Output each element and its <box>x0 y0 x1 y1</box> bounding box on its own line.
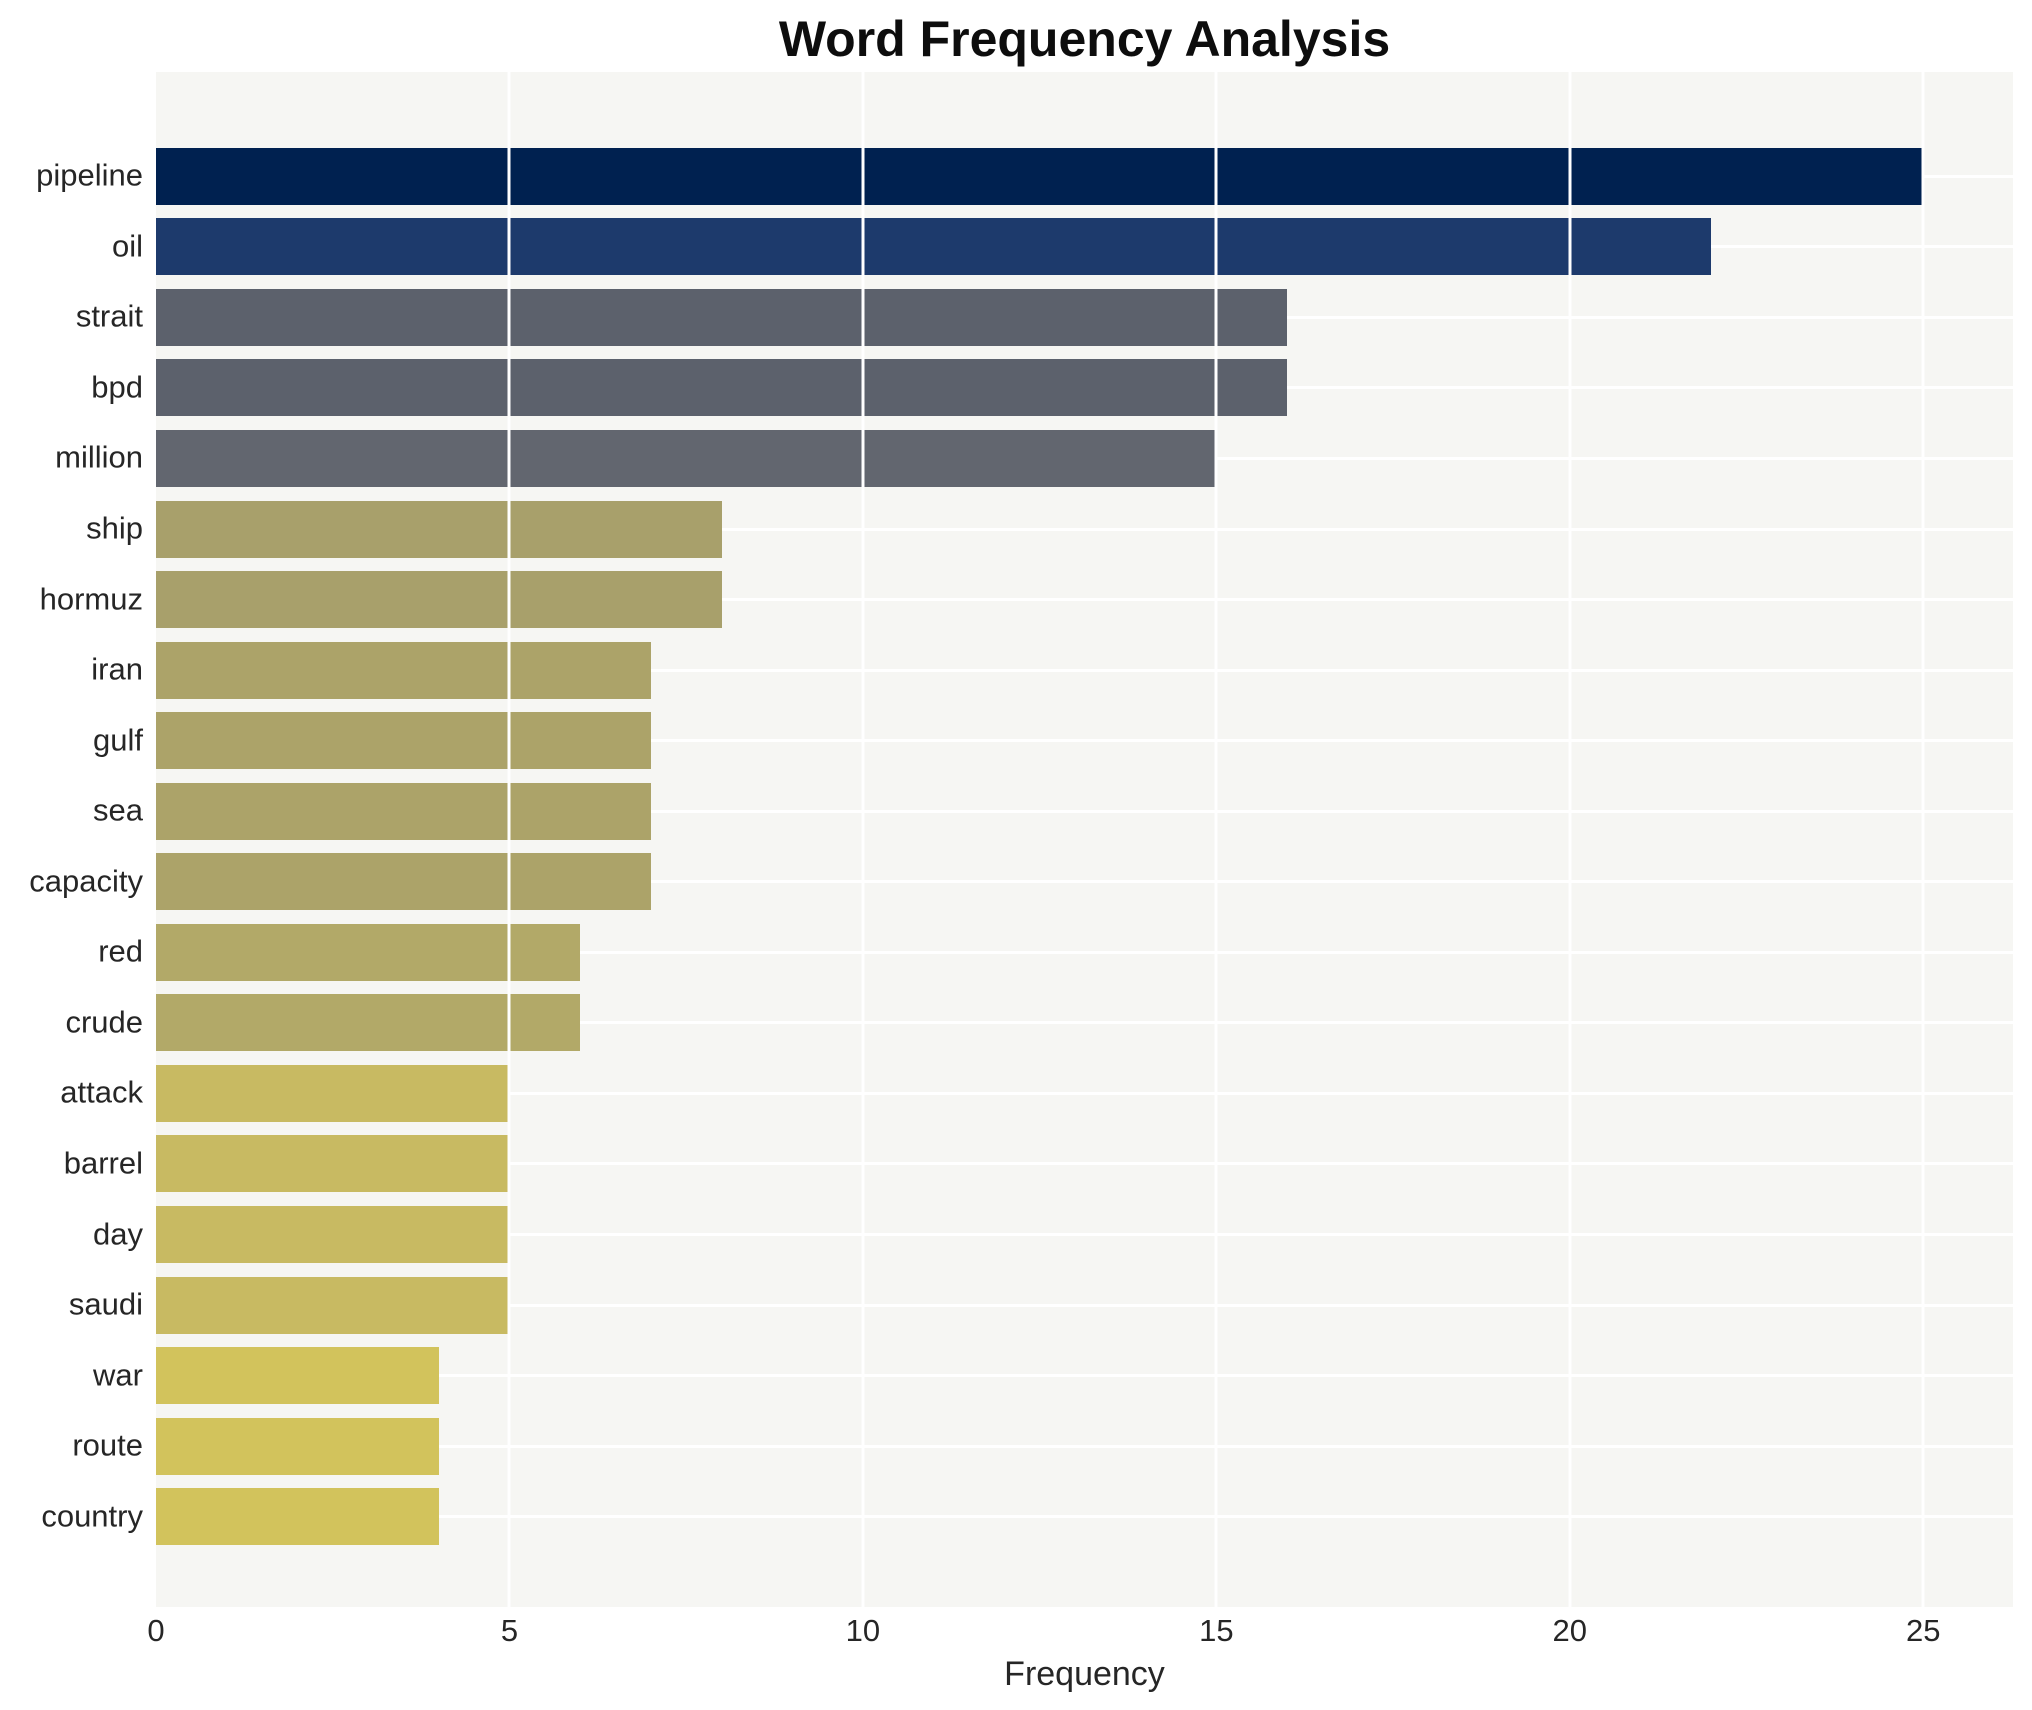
y-tick-label-route: route <box>72 1427 143 1463</box>
gridline-y-war <box>156 1374 2013 1378</box>
gridline-y-country <box>156 1515 2013 1519</box>
bar-row-pipeline: pipeline <box>36 141 2013 212</box>
gridline-x-25 <box>1921 72 1925 1607</box>
y-tick-label-gulf: gulf <box>93 721 143 757</box>
bar-bpd <box>156 359 1288 417</box>
y-tick-label-million: million <box>55 439 143 475</box>
gridline-x-10 <box>861 72 865 1607</box>
bar-iran <box>156 641 651 699</box>
y-tick-label-war: war <box>93 1356 143 1392</box>
bar-row-war: war <box>93 1340 2013 1411</box>
y-tick-label-country: country <box>41 1497 143 1533</box>
bar-row-ship: ship <box>86 494 2013 565</box>
bar-route <box>156 1417 439 1475</box>
bar-pipeline <box>156 147 1924 205</box>
bar-crude <box>156 994 581 1052</box>
bar-row-attack: attack <box>60 1058 2013 1129</box>
bar-row-iran: iran <box>91 635 2013 706</box>
x-tick-label-20: 20 <box>1552 1613 1588 1648</box>
bar-row-sea: sea <box>93 776 2013 847</box>
x-tick-label-15: 15 <box>1199 1613 1234 1648</box>
x-axis-label: Frequency <box>1004 1655 1165 1693</box>
x-tick-label-5: 5 <box>500 1613 519 1648</box>
plot-area: pipeline oil strait bpd million ship hormuz ira… <box>29 72 2013 1607</box>
chart-title: Word Frequency Analysis <box>778 11 1391 67</box>
gridline-y-capacity <box>156 880 2013 884</box>
gridline-y-hormuz <box>156 598 2013 602</box>
bar-barrel <box>156 1135 510 1193</box>
bar-row-oil: oil <box>112 212 2013 283</box>
bar-row-country: country <box>41 1481 2013 1552</box>
bar-row-hormuz: hormuz <box>40 564 2013 635</box>
bar-capacity <box>156 853 651 911</box>
bar-gulf <box>156 712 651 770</box>
y-tick-label-capacity: capacity <box>29 863 143 899</box>
gridline-y-iran <box>156 668 2013 672</box>
x-tick-label-25: 25 <box>1905 1613 1941 1648</box>
bar-strait <box>156 288 1288 346</box>
bar-million <box>156 429 1217 487</box>
gridline-y-day <box>156 1233 2013 1237</box>
y-tick-label-strait: strait <box>75 298 143 334</box>
bar-ship <box>156 500 722 558</box>
gridline-y-attack <box>156 1091 2013 1095</box>
y-tick-label-iran: iran <box>91 651 143 687</box>
gridline-y-saudi <box>156 1303 2013 1307</box>
bar-saudi <box>156 1276 510 1334</box>
bar-row-gulf: gulf <box>93 705 2013 776</box>
x-axis-ticks: 0 5 10 15 20 25 <box>147 1613 2013 1655</box>
y-tick-label-sea: sea <box>93 792 143 828</box>
y-tick-label-bpd: bpd <box>91 369 143 405</box>
bar-row-saudi: saudi <box>69 1270 2013 1341</box>
gridline-y-barrel <box>156 1162 2013 1166</box>
bar-sea <box>156 782 651 840</box>
y-tick-label-attack: attack <box>60 1074 143 1110</box>
bar-row-crude: crude <box>65 988 2013 1059</box>
y-tick-label-pipeline: pipeline <box>36 157 143 193</box>
y-tick-label-red: red <box>98 933 143 969</box>
gridline-y-gulf <box>156 739 2013 743</box>
bar-row-barrel: barrel <box>64 1129 2013 1200</box>
gridline-x-5 <box>507 72 511 1607</box>
x-tick-label-10: 10 <box>845 1613 881 1648</box>
bar-row-red: red <box>98 917 2013 988</box>
y-tick-label-crude: crude <box>65 1004 143 1040</box>
gridline-y-route <box>156 1444 2013 1448</box>
gridline-y-red <box>156 950 2013 954</box>
x-tick-label-0: 0 <box>147 1613 165 1648</box>
bar-country <box>156 1488 439 1546</box>
y-tick-label-barrel: barrel <box>63 1145 143 1181</box>
bar-row-capacity: capacity <box>29 847 2013 918</box>
bar-war <box>156 1347 439 1405</box>
gridline-x-20 <box>1568 72 1572 1607</box>
gridline-x-15 <box>1214 72 1218 1607</box>
bar-attack <box>156 1064 510 1122</box>
bar-row-day: day <box>93 1199 2013 1270</box>
y-tick-label-oil: oil <box>111 228 143 264</box>
gridline-y-ship <box>156 527 2013 531</box>
bar-rows: pipeline oil strait bpd million ship hormuz ira… <box>29 141 2013 1552</box>
y-tick-label-ship: ship <box>86 510 143 546</box>
bar-day <box>156 1206 510 1264</box>
bar-row-strait: strait <box>76 282 2013 353</box>
y-tick-label-saudi: saudi <box>68 1286 143 1322</box>
bar-oil <box>156 218 1712 276</box>
y-tick-label-day: day <box>93 1215 143 1251</box>
y-tick-label-hormuz: hormuz <box>39 580 143 616</box>
bar-row-bpd: bpd <box>91 353 2013 424</box>
bar-row-route: route <box>72 1411 2013 1482</box>
gridline-y-crude <box>156 1021 2013 1025</box>
gridline-y-sea <box>156 809 2013 813</box>
bar-row-million: million <box>55 423 2013 494</box>
bar-hormuz <box>156 571 722 629</box>
bar-red <box>156 923 581 981</box>
